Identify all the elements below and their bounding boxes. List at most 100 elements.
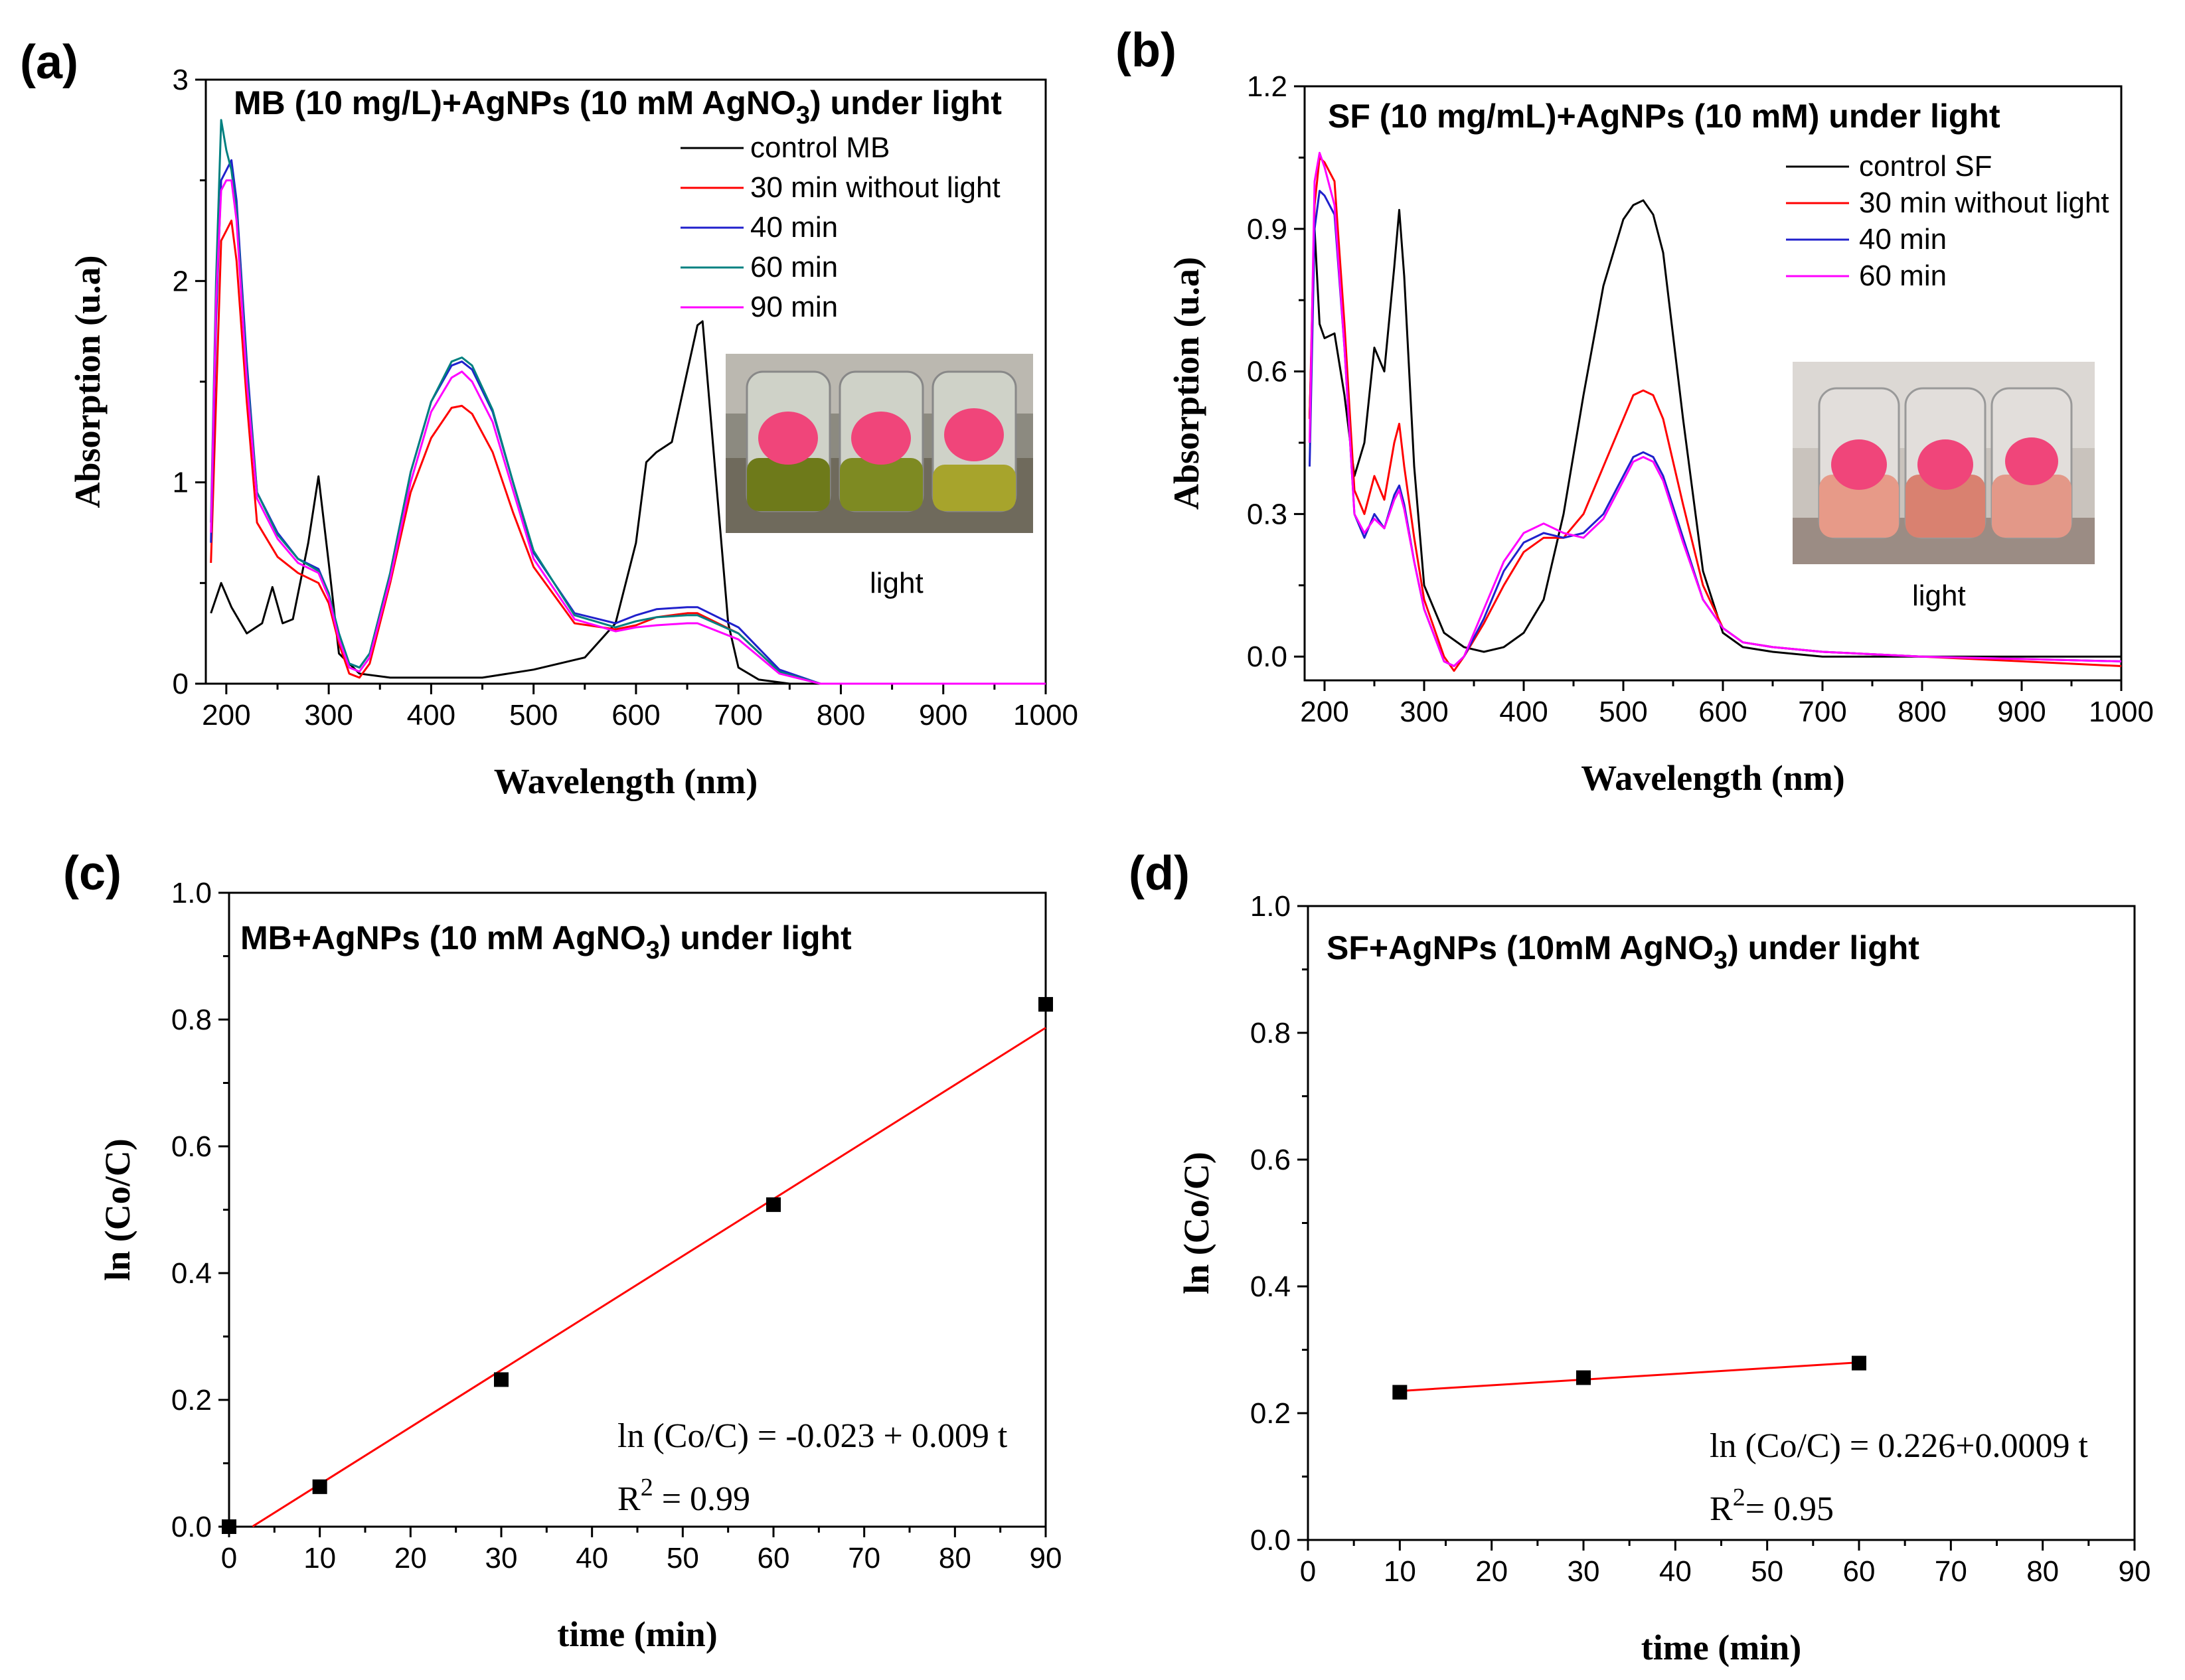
vial-1	[746, 370, 831, 512]
panel-c: (c) 0 10 20 30 40 50 60 70 80 90 0.0 0.2 0.4 0.6 0.8 1.…	[63, 847, 1062, 1654]
panel-c-r2: R2 = 0.99	[617, 1474, 750, 1518]
y-tick-label: 0.8	[171, 1004, 212, 1036]
x-tick-label: 200	[202, 699, 250, 731]
series-line-4	[1309, 151, 2122, 667]
data-point	[222, 1519, 236, 1534]
data-point	[1852, 1355, 1866, 1371]
series-line-2	[1309, 156, 2122, 672]
panel-b-plot: 200 300 400 500 600 700 800 900 1000 0.0 0.3 0.6 0.9…	[1167, 70, 2154, 798]
series-line-5	[210, 179, 1046, 685]
data-point	[766, 1197, 781, 1212]
x-tick-label: 0	[221, 1542, 237, 1574]
data-point	[1392, 1385, 1408, 1400]
x-tick-label: 40	[576, 1542, 608, 1574]
panel-a-label: (a)	[20, 36, 78, 89]
panel-a-legend: control MB 30 min without light 40 min 60 m…	[681, 131, 1001, 323]
panel-a-inset-label: light	[870, 567, 924, 599]
x-tick-label: 400	[1499, 696, 1548, 728]
panel-c-title: MB+AgNPs (10 mM AgNO3) under light	[240, 919, 852, 964]
x-tick-label: 500	[1599, 696, 1647, 728]
x-tick-label: 90	[1030, 1542, 1062, 1574]
y-axis-title: ln (Co/C)	[98, 1138, 137, 1281]
y-tick-label: 0.3	[1247, 498, 1287, 530]
x-axis-title: Wavelength (nm)	[1581, 758, 1845, 798]
y-tick-label: 0.4	[1250, 1270, 1291, 1303]
data-point	[494, 1372, 509, 1387]
x-axis-title: Wavelength (nm)	[494, 761, 758, 801]
data-point	[1038, 997, 1053, 1012]
y-tick-label: 1.0	[171, 877, 212, 909]
legend-label-5: 90 min	[750, 291, 838, 323]
panel-d-label: (d)	[1129, 847, 1190, 900]
x-tick-label: 90	[2119, 1555, 2151, 1588]
x-tick-label: 600	[611, 699, 660, 731]
legend-label-4: 60 min	[1859, 260, 1947, 292]
x-tick-label: 0	[1300, 1555, 1316, 1588]
x-tick-label: 30	[1568, 1555, 1600, 1588]
x-tick-label: 1000	[2089, 696, 2154, 728]
panel-d-r2: R2= 0.95	[1710, 1484, 1834, 1528]
x-tick-label: 50	[1751, 1555, 1783, 1588]
fit-line	[1400, 1361, 1860, 1393]
y-axis-title: Absorption (u.a)	[1167, 257, 1206, 510]
vial-1	[1818, 387, 1900, 539]
panel-b-legend: control SF 30 min without light 40 min 60 m…	[1786, 150, 2109, 292]
panel-c-plot: 0 10 20 30 40 50 60 70 80 90 0.0 0.2 0.4 0.6 0.8 1.0 tim…	[98, 877, 1062, 1654]
x-tick-label: 300	[304, 699, 353, 731]
panel-b-inset-label: light	[1912, 579, 1966, 612]
data-point	[312, 1479, 327, 1494]
y-tick-label: 0.6	[1247, 356, 1287, 388]
y-tick-label: 0.4	[171, 1257, 212, 1290]
x-tick-label: 60	[1843, 1555, 1876, 1588]
legend-label-2: 30 min without light	[750, 171, 1001, 204]
panel-b-frame	[1303, 85, 2123, 682]
vial-2	[1904, 387, 1986, 539]
x-tick-label: 60	[758, 1542, 790, 1574]
x-tick-label: 20	[394, 1542, 427, 1574]
x-tick-label: 20	[1475, 1555, 1508, 1588]
y-tick-label: 1.2	[1247, 70, 1287, 103]
series-line-1	[210, 320, 1046, 685]
y-tick-label: 0.6	[1250, 1144, 1291, 1176]
y-tick-label: 0.2	[171, 1384, 212, 1416]
y-axis-title: Absorption (u.a)	[68, 255, 108, 508]
panel-d: (d) 0 10 20 30 40 50 60 70 80 90 0.0 0.2 0.4 0.6 0.8 1.…	[1129, 847, 2150, 1667]
x-tick-label: 200	[1300, 696, 1348, 728]
y-tick-label: 0.2	[1250, 1397, 1291, 1430]
panel-c-equation: ln (Co/C) = -0.023 + 0.009 t	[617, 1417, 1008, 1455]
x-tick-label: 1000	[1013, 699, 1078, 731]
panel-b-inset-photo	[1793, 362, 2095, 564]
panel-a-inset-photo	[726, 354, 1033, 533]
panel-b-label: (b)	[1115, 24, 1176, 77]
x-tick-label: 800	[817, 699, 865, 731]
y-tick-label: 0	[173, 668, 189, 700]
panel-a-plot: 200 300 400 500 600 700 800 900 1000 0 1 2 3 Waveleng…	[68, 64, 1078, 801]
y-tick-label: 0.9	[1247, 213, 1287, 246]
y-tick-label: 0.6	[171, 1130, 212, 1163]
vial-3	[931, 370, 1017, 512]
x-tick-label: 700	[1798, 696, 1846, 728]
x-tick-label: 80	[939, 1542, 971, 1574]
y-tick-label: 0.0	[1247, 641, 1287, 673]
legend-label-1: control MB	[750, 131, 890, 164]
x-tick-label: 10	[303, 1542, 336, 1574]
x-tick-label: 900	[919, 699, 967, 731]
panel-d-plot: 0 10 20 30 40 50 60 70 80 90 0.0 0.2 0.4 0.6 0.8 1.0 tim…	[1176, 890, 2150, 1667]
x-axis-title: time (min)	[557, 1614, 717, 1654]
x-tick-label: 40	[1659, 1555, 1692, 1588]
panel-c-label: (c)	[63, 847, 121, 900]
x-tick-label: 400	[407, 699, 455, 731]
data-point	[1576, 1370, 1591, 1385]
x-tick-label: 900	[1997, 696, 2046, 728]
panel-a: (a) 200 300 400 500 600 700 800 900 1000 0 1 2 3 Wave…	[20, 36, 1078, 801]
panel-d-title: SF+AgNPs (10mM AgNO3) under light	[1327, 929, 1919, 974]
y-tick-label: 1.0	[1250, 890, 1291, 923]
x-tick-label: 10	[1384, 1555, 1416, 1588]
y-tick-label: 0.0	[171, 1511, 212, 1543]
x-tick-label: 30	[485, 1542, 518, 1574]
y-tick-label: 3	[173, 64, 189, 96]
x-tick-label: 80	[2026, 1555, 2059, 1588]
panel-b: (b) 200 300 400 500 600 700 800 900 1000 0.0 0.3 0.…	[1115, 24, 2154, 798]
x-tick-label: 500	[509, 699, 558, 731]
